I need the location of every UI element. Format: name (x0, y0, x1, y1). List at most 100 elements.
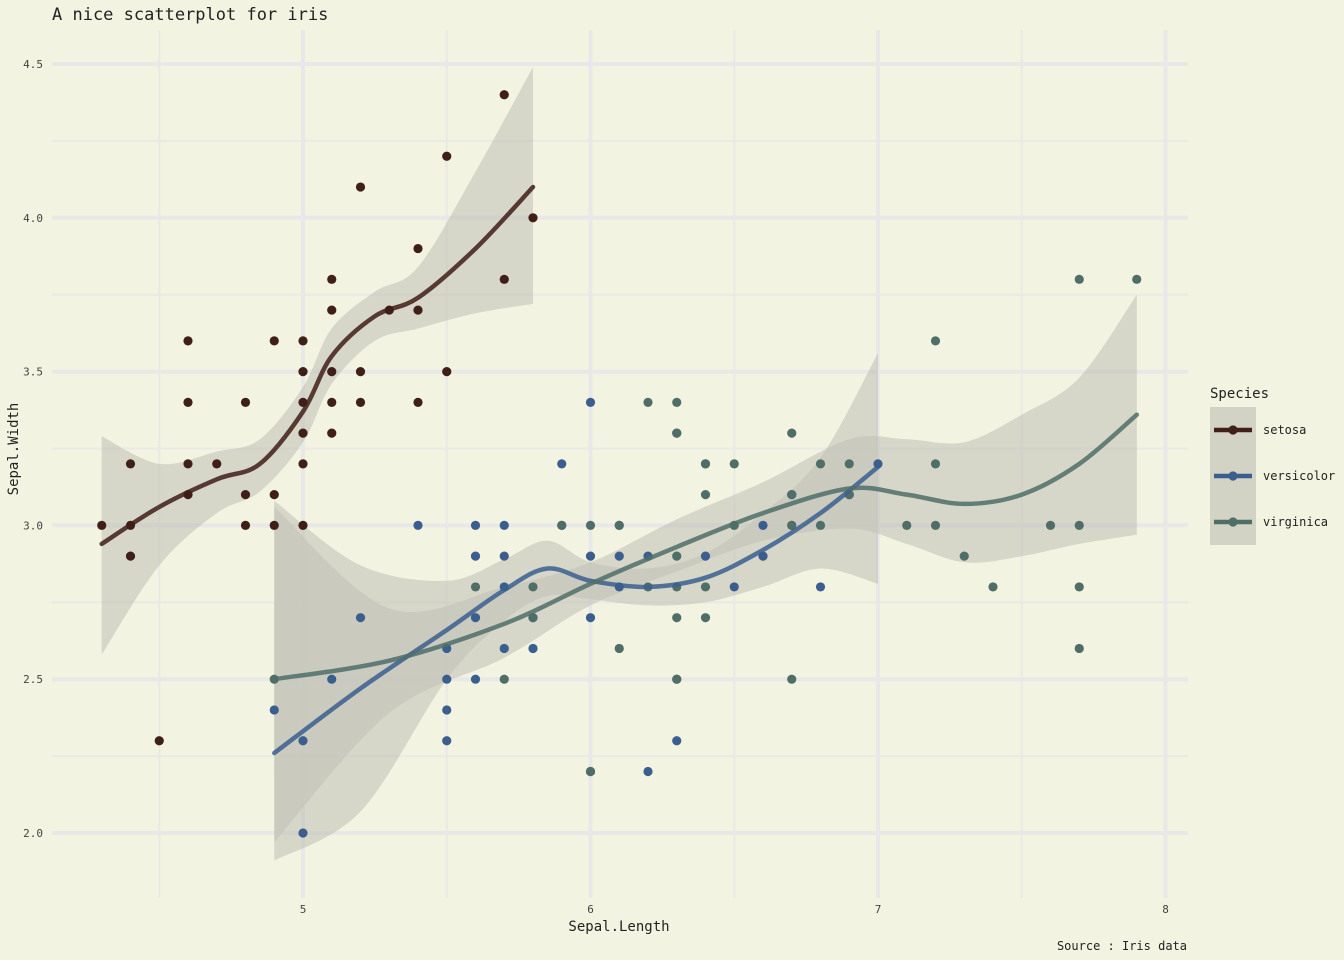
point-setosa (125, 459, 136, 469)
point-setosa (183, 459, 193, 469)
point-setosa (269, 520, 279, 531)
legend-key-point-setosa (1228, 425, 1238, 435)
point-virginica (557, 520, 567, 531)
point-setosa (413, 305, 423, 315)
point-virginica (787, 490, 797, 500)
y-axis-ticks: 2.0 2.5 3.0 3.5 4.0 4.5 (23, 58, 43, 840)
point-versicolor (499, 643, 509, 654)
point-versicolor (470, 520, 481, 531)
point-virginica (1132, 274, 1142, 284)
confidence-band-setosa (101, 67, 533, 655)
point-versicolor (298, 736, 308, 746)
x-tick-label: 6 (587, 903, 594, 916)
point-virginica (787, 520, 797, 531)
legend-title: Species (1210, 386, 1269, 402)
point-versicolor (355, 613, 366, 623)
point-setosa (327, 428, 337, 438)
point-versicolor (815, 582, 826, 592)
point-setosa (499, 274, 509, 284)
point-setosa (240, 490, 251, 500)
point-virginica (902, 520, 912, 531)
point-setosa (125, 551, 136, 561)
point-versicolor (499, 520, 509, 531)
point-versicolor (298, 828, 308, 838)
point-virginica (930, 459, 941, 469)
point-versicolor (729, 582, 739, 592)
point-setosa (298, 459, 308, 469)
point-setosa (154, 736, 164, 746)
point-virginica (700, 490, 711, 500)
point-virginica (1074, 582, 1084, 592)
point-virginica (959, 551, 969, 561)
point-setosa (298, 428, 308, 438)
smooth-line-setosa (99, 184, 536, 547)
point-versicolor (585, 613, 596, 623)
point-setosa (97, 520, 107, 531)
y-tick-label: 3.0 (23, 519, 43, 532)
major-grid (52, 30, 1188, 898)
point-versicolor (442, 736, 452, 746)
point-setosa (327, 397, 337, 407)
legend-label-setosa: setosa (1263, 423, 1306, 437)
point-virginica (1074, 643, 1084, 654)
x-axis-title: Sepal.Length (568, 919, 669, 935)
point-virginica (1074, 274, 1084, 284)
point-versicolor (585, 551, 596, 561)
smooth-line-virginica (272, 412, 1140, 682)
point-virginica (700, 613, 711, 623)
x-axis-ticks: 5 6 7 8 (300, 903, 1169, 916)
point-versicolor (470, 674, 481, 684)
point-setosa (413, 243, 423, 254)
point-virginica (672, 674, 682, 684)
point-versicolor (327, 674, 337, 684)
y-tick-label: 2.5 (23, 673, 43, 686)
point-versicolor (758, 520, 768, 531)
point-versicolor (499, 551, 509, 561)
point-virginica (614, 643, 624, 654)
point-virginica (930, 336, 941, 346)
point-virginica (700, 459, 711, 469)
legend-items: setosa versicolor virginica (1214, 423, 1335, 529)
point-virginica (528, 613, 538, 623)
point-virginica (672, 613, 682, 623)
x-tick-label: 8 (1162, 903, 1169, 916)
point-virginica (614, 520, 624, 531)
y-tick-label: 4.0 (23, 212, 43, 225)
point-setosa (355, 397, 366, 407)
point-versicolor (470, 551, 481, 561)
smooth-line-versicolor (272, 464, 881, 756)
y-tick-label: 4.5 (23, 58, 43, 71)
x-tick-label: 5 (300, 903, 307, 916)
point-versicolor (700, 551, 711, 561)
chart-caption: Source : Iris data (1057, 939, 1187, 953)
point-versicolor (269, 705, 279, 715)
point-versicolor (643, 766, 653, 777)
y-tick-label: 2.0 (23, 827, 43, 840)
point-setosa (355, 182, 366, 192)
point-virginica (1045, 520, 1056, 531)
point-setosa (298, 367, 308, 377)
point-versicolor (672, 736, 682, 746)
legend-key-point-versicolor (1228, 471, 1238, 481)
point-versicolor (413, 520, 423, 531)
legend-label-versicolor: versicolor (1263, 469, 1335, 483)
point-setosa (269, 490, 279, 500)
point-virginica (988, 582, 998, 592)
legend-key-point-virginica (1228, 517, 1238, 527)
point-virginica (643, 397, 653, 407)
point-versicolor (470, 613, 481, 623)
y-axis-title: Sepal.Width (6, 403, 22, 496)
point-setosa (183, 336, 193, 346)
point-setosa (327, 274, 337, 284)
point-virginica (787, 674, 797, 684)
point-virginica (1074, 520, 1084, 531)
point-virginica (585, 766, 596, 777)
point-versicolor (614, 551, 624, 561)
smooth-lines (99, 184, 1140, 756)
point-setosa (212, 459, 222, 469)
legend-label-virginica: virginica (1263, 515, 1328, 529)
point-versicolor (585, 397, 596, 407)
point-setosa (528, 213, 538, 223)
point-virginica (672, 428, 682, 438)
